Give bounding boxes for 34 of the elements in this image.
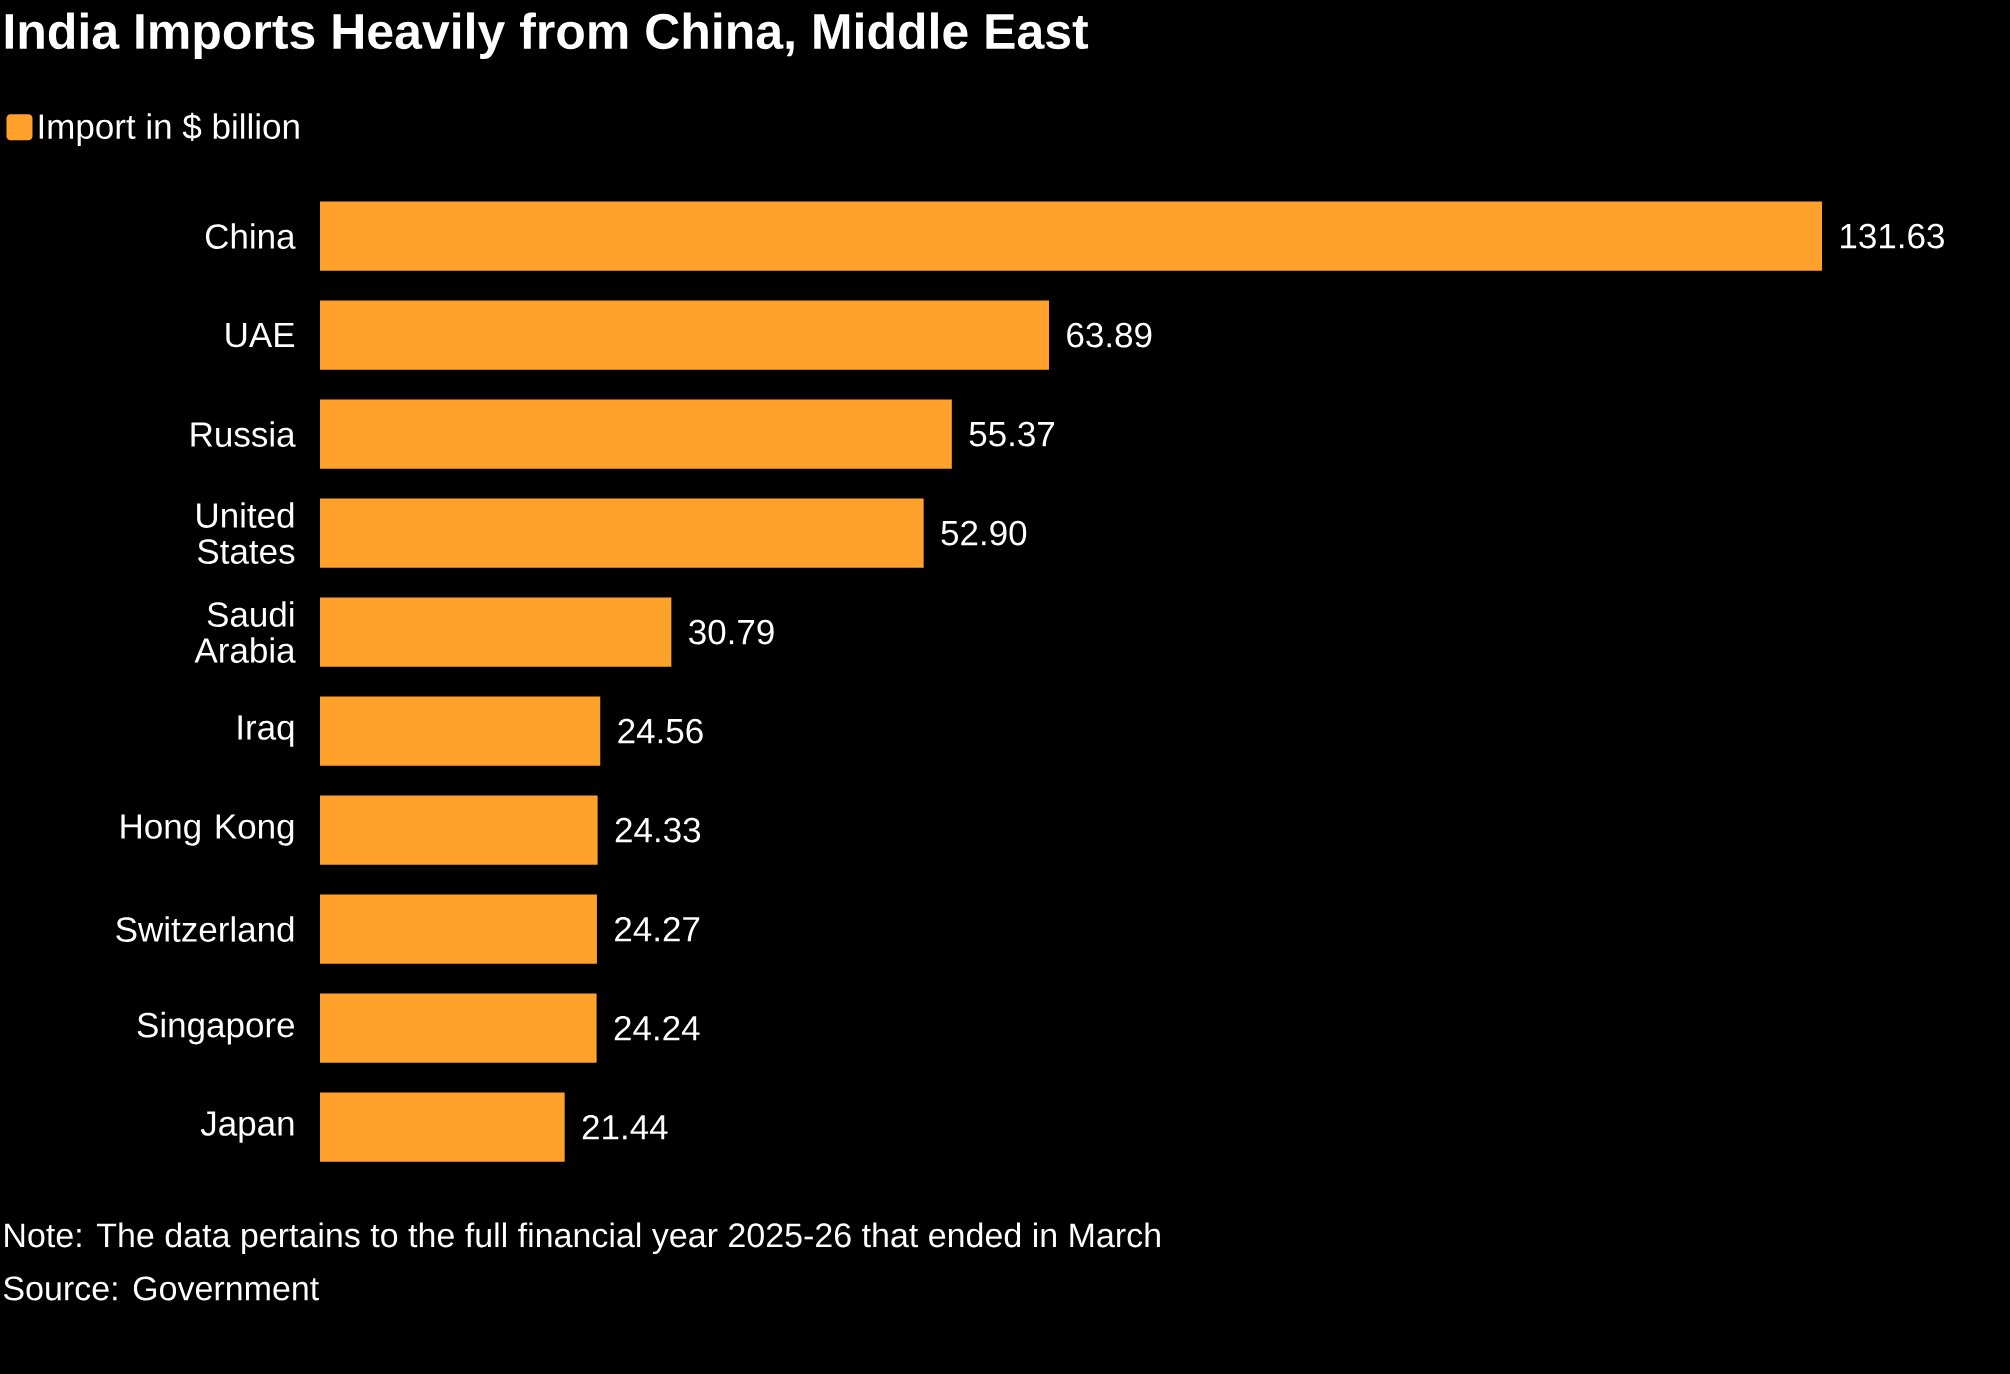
y-tick-label: Switzerland	[116, 916, 294, 942]
data-label: 30.79	[689, 619, 774, 645]
bar	[320, 300, 1050, 370]
text: Note: The data pertains to the full financial year 2025-26 that ended in March	[5, 1222, 1160, 1255]
data-label: 131.63	[1841, 223, 1944, 249]
chart-title: India Imports Heavily from China, Middle East	[5, 12, 1089, 60]
data-label: 24.33	[615, 817, 701, 843]
y-tick-label: United States	[197, 502, 295, 564]
y-tick-label: Russia	[191, 421, 296, 447]
legend-label: Import in $ billion	[39, 112, 299, 146]
y-tick-label: Saudi Arabia	[194, 601, 296, 663]
y-tick-label: Singapore	[137, 1011, 295, 1045]
data-label: 24.56	[618, 718, 703, 744]
bar	[320, 597, 672, 667]
y-tick-label: Iraq	[238, 715, 294, 747]
data-label: 21.44	[582, 1114, 668, 1140]
bar	[320, 399, 952, 469]
bar	[320, 498, 924, 568]
data-label: 63.89	[1067, 322, 1152, 348]
data-label: 55.37	[969, 421, 1055, 447]
bar	[320, 696, 601, 766]
y-tick-label: Hong Kong	[121, 814, 294, 846]
bar	[320, 1092, 565, 1162]
bar	[320, 795, 598, 865]
bar	[320, 894, 597, 964]
y-tick-label: UAE	[226, 322, 295, 348]
source-note: Source: Government	[3, 1276, 319, 1301]
data-label: 52.90	[941, 520, 1027, 546]
data-label: 24.27	[615, 916, 700, 942]
bar	[320, 993, 597, 1063]
y-tick-label: Japan	[200, 1111, 294, 1143]
bar	[320, 201, 1823, 271]
data-label: 24.24	[614, 1015, 700, 1041]
y-tick-label: China	[205, 223, 296, 249]
